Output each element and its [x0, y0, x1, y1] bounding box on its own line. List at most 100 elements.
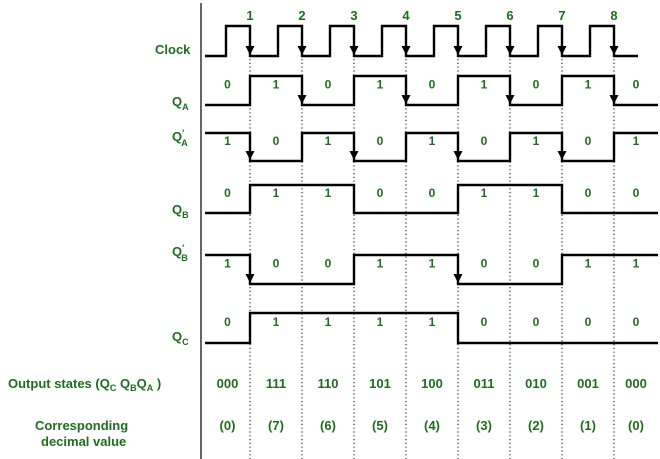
output-state-1: 111: [266, 376, 286, 391]
clock-pulse-numbers: 1 2 3 4 5 6 7 8: [246, 8, 617, 23]
value-QA-8: 0: [633, 78, 640, 92]
value-QB-bar-8: 1: [633, 257, 640, 271]
waveform-QA: [205, 74, 658, 107]
value-QB-bar-1: 0: [273, 257, 280, 271]
value-QB-4: 0: [429, 186, 436, 200]
value-QC-7: 0: [585, 315, 592, 329]
decimal-value-1: (7): [268, 418, 284, 433]
output-state-8: 000: [625, 376, 647, 391]
output-state-7: 001: [577, 376, 599, 391]
value-QC-1: 1: [273, 315, 280, 329]
waveform-QC: [205, 311, 658, 345]
signal-waveforms: QA 0 1 0 1 0 1 0 1 0 Q' A 1 0 1 0 1 0 1 0 1 QB 0 1 1 0 0 1 1 0 0 Q' B 1 0 0…: [172, 74, 658, 347]
signal-row-QA-bar: Q' A 1 0 1 0 1 0 1 0 1: [172, 128, 658, 163]
waveform-QB-bar: [205, 253, 658, 286]
edge-arrow-QA-bar-1: [245, 151, 255, 160]
value-QA-bar-3: 0: [377, 134, 384, 148]
clock-pulse-number-1: 1: [246, 8, 253, 23]
value-QA-6: 0: [533, 78, 540, 92]
value-QA-bar-7: 0: [585, 134, 592, 148]
value-QA-2: 0: [325, 78, 332, 92]
clock-pulse-number-3: 3: [350, 8, 357, 23]
clock-pulse-number-2: 2: [298, 8, 305, 23]
value-QA-3: 1: [377, 78, 384, 92]
clock-pulse-number-8: 8: [610, 8, 617, 23]
clock-edge-arrow-2: [297, 46, 307, 55]
signal-label-QB: QB: [172, 202, 189, 220]
value-QB-1: 1: [273, 186, 280, 200]
edge-arrow-QA-bar-7: [557, 151, 567, 160]
clock-edge-guides: [249, 40, 615, 459]
edge-arrow-QB-bar-5: [453, 274, 463, 283]
value-QC-3: 1: [377, 315, 384, 329]
signal-row-QC: QC 0 1 1 1 1 0 0 0 0: [172, 311, 658, 347]
decimal-value-6: (2): [528, 418, 544, 433]
value-QB-3: 0: [377, 186, 384, 200]
value-QB-bar-6: 0: [533, 257, 540, 271]
output-state-3: 101: [369, 376, 391, 391]
clock-pulse-number-5: 5: [454, 8, 461, 23]
value-QA-1: 1: [273, 78, 280, 92]
decimal-value-4: (4): [424, 418, 440, 433]
decimal-label-line2: decimal value: [41, 434, 126, 449]
signal-row-QB-bar: Q' B 1 0 0 1 1 0 0 1 1: [172, 243, 658, 286]
signal-row-QB: QB 0 1 1 0 0 1 1 0 0: [172, 183, 658, 220]
clock-edge-arrow-3: [349, 46, 359, 55]
value-QA-7: 1: [585, 78, 592, 92]
value-QB-bar-7: 1: [585, 257, 592, 271]
edge-arrow-QA-4: [401, 95, 411, 104]
output-state-5: 011: [474, 376, 495, 391]
value-QB-8: 0: [633, 186, 640, 200]
value-QB-0: 0: [224, 186, 231, 200]
value-QB-bar-2: 0: [325, 257, 332, 271]
clock-pulse-number-7: 7: [558, 8, 565, 23]
clock-edge-arrow-4: [401, 46, 411, 55]
value-QB-5: 1: [481, 186, 488, 200]
edge-arrow-QB-bar-1: [245, 274, 255, 283]
value-QA-4: 0: [429, 78, 436, 92]
value-QB-bar-5: 0: [481, 257, 488, 271]
edge-arrow-QA-8: [609, 95, 619, 104]
signal-label-QB-bar: Q' B: [172, 243, 188, 263]
value-QC-0: 0: [224, 315, 231, 329]
edge-arrow-QA-bar-3: [349, 151, 359, 160]
output-state-2: 110: [318, 376, 339, 391]
clock-edge-arrow-1: [245, 46, 255, 55]
value-QA-5: 1: [481, 78, 488, 92]
signal-label-QA: QA: [172, 94, 189, 112]
signal-row-QA: QA 0 1 0 1 0 1 0 1 0: [172, 74, 658, 112]
edge-arrow-QA-bar-5: [453, 151, 463, 160]
value-QA-bar-8: 1: [633, 134, 640, 148]
value-QA-bar-0: 1: [224, 134, 231, 148]
value-QB-7: 0: [585, 186, 592, 200]
clock-edge-arrow-5: [453, 46, 463, 55]
value-QC-5: 0: [481, 315, 488, 329]
value-QA-bar-6: 1: [533, 134, 540, 148]
edge-arrow-QA-6: [505, 95, 515, 104]
value-QA-bar-5: 0: [481, 134, 488, 148]
waveform-QB: [205, 183, 658, 215]
value-QA-bar-1: 0: [273, 134, 280, 148]
decimal-value-3: (5): [372, 418, 388, 433]
value-QB-6: 1: [533, 186, 540, 200]
value-QB-bar-0: 1: [224, 257, 231, 271]
decimal-value-2: (6): [320, 418, 336, 433]
value-QC-2: 1: [325, 315, 332, 329]
output-states-label: Output states (QC QBQA ): [8, 376, 161, 393]
output-states-values: 000 111 110 101 100 011 010 001 000: [217, 376, 647, 391]
value-QC-6: 0: [533, 315, 540, 329]
value-QB-bar-3: 1: [377, 257, 384, 271]
signal-label-QC: QC: [172, 329, 189, 347]
clock-edge-arrows: [245, 46, 619, 55]
value-QC-4: 1: [429, 315, 436, 329]
output-state-6: 010: [525, 376, 547, 391]
decimal-value-7: (1): [580, 418, 596, 433]
clock-edge-arrow-8: [609, 46, 619, 55]
value-QA-bar-4: 1: [429, 134, 436, 148]
output-state-4: 100: [421, 376, 443, 391]
value-QA-bar-2: 1: [325, 134, 332, 148]
signal-label-QA-bar: Q' A: [172, 128, 188, 148]
clock-pulse-number-6: 6: [506, 8, 513, 23]
edge-arrow-QA-2: [297, 95, 307, 104]
